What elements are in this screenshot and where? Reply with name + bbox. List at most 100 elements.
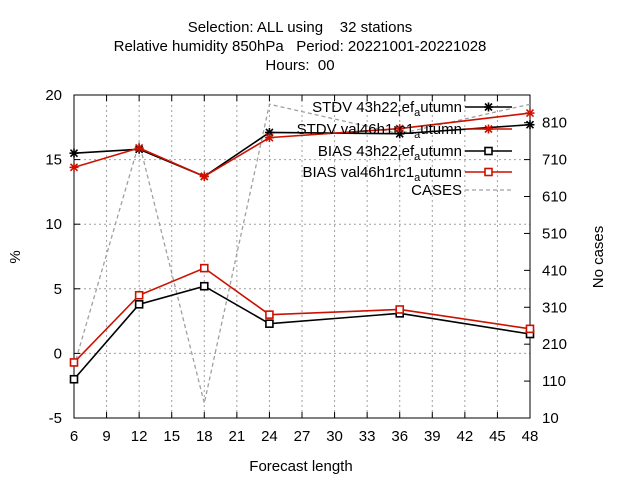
x-tick-label: 33 bbox=[359, 428, 376, 445]
data-point bbox=[199, 263, 209, 273]
data-point bbox=[69, 148, 79, 158]
y-tick-label: -5 bbox=[49, 410, 62, 427]
marker-stroke bbox=[69, 149, 79, 158]
legend-subscript: a bbox=[414, 151, 421, 163]
data-point bbox=[525, 120, 535, 130]
data-point bbox=[395, 124, 405, 134]
legend-subscript: a bbox=[414, 172, 421, 184]
y2-tick-label: 710 bbox=[542, 152, 567, 169]
legend-text-part: CASES bbox=[411, 182, 462, 199]
data-point bbox=[395, 305, 405, 314]
y2-tick-label: 810 bbox=[542, 115, 567, 132]
legend-subscript: r bbox=[398, 151, 402, 163]
legend-swatch-marker bbox=[484, 124, 493, 134]
data-point bbox=[69, 374, 79, 384]
data-point bbox=[134, 300, 144, 309]
legend-entry-3: BIAS val46h1rc1autumn bbox=[302, 164, 512, 184]
marker-stroke bbox=[525, 120, 535, 129]
legend-swatch-marker bbox=[484, 167, 493, 177]
data-point bbox=[134, 143, 144, 153]
x-tick-label: 24 bbox=[261, 428, 278, 445]
series-4 bbox=[73, 103, 531, 404]
series-line bbox=[73, 103, 531, 404]
legend-label: BIAS 43h22refautumn bbox=[318, 143, 462, 163]
plot-frame bbox=[73, 94, 531, 419]
legend-subscript: r bbox=[398, 107, 402, 119]
y-tick-label: 10 bbox=[45, 216, 62, 233]
y2-tick-label: 10 bbox=[542, 410, 559, 427]
y-tick-label: 5 bbox=[54, 281, 62, 298]
legend-entry-1: STDV val46h1rc1autumn bbox=[297, 121, 512, 141]
grid bbox=[74, 95, 530, 418]
y2-tick-label: 410 bbox=[542, 262, 567, 279]
marker-stroke bbox=[135, 143, 144, 153]
title-line-2: Relative humidity 850hPa Period: 2022100… bbox=[114, 38, 487, 55]
marker-stroke bbox=[395, 124, 404, 133]
data-point bbox=[265, 310, 274, 319]
y2-tick-label: 210 bbox=[542, 336, 567, 353]
data-point bbox=[199, 281, 209, 291]
title-line-1: Selection: ALL using 32 stations bbox=[188, 19, 413, 36]
x-tick-label: 6 bbox=[70, 428, 78, 445]
legend-text-part: utumn bbox=[420, 164, 462, 181]
series-line bbox=[73, 112, 531, 178]
legend-text-part: STDV val46h1rc1 bbox=[297, 121, 415, 138]
series-line bbox=[73, 123, 531, 178]
y-tick-label: 20 bbox=[45, 87, 62, 104]
y2-tick-label: 610 bbox=[542, 189, 567, 206]
legend-text-part: BIAS 43h22 bbox=[318, 143, 398, 160]
x-tick-label: 15 bbox=[163, 428, 180, 445]
legend-label: BIAS val46h1rc1autumn bbox=[302, 164, 462, 184]
legend-entry-4: CASES bbox=[411, 182, 512, 199]
data-point bbox=[134, 290, 144, 300]
x-tick-label: 48 bbox=[522, 428, 539, 445]
legend-text-part: ef bbox=[402, 99, 415, 116]
legend-swatch-marker bbox=[484, 102, 493, 112]
legend-entry-0: STDV 43h22refautumn bbox=[312, 99, 512, 119]
legend-text-part: utumn bbox=[420, 99, 462, 116]
chart-title: Selection: ALL using 32 stations Relativ… bbox=[114, 19, 487, 74]
y2-tick-label: 510 bbox=[542, 225, 567, 242]
marker-stroke bbox=[484, 102, 493, 112]
legend-label: STDV 43h22refautumn bbox=[312, 99, 462, 119]
data-point bbox=[199, 171, 209, 181]
marker-stroke bbox=[265, 133, 274, 142]
legend-text-part: BIAS val46h1rc1 bbox=[302, 164, 414, 181]
x-tick-label: 45 bbox=[489, 428, 506, 445]
marker-stroke bbox=[484, 124, 493, 134]
legend-label: STDV val46h1rc1autumn bbox=[297, 121, 462, 141]
x-tick-label: 27 bbox=[294, 428, 311, 445]
legend-swatch-marker bbox=[484, 146, 493, 156]
x-tick-label: 21 bbox=[229, 428, 246, 445]
x-tick-label: 9 bbox=[102, 428, 110, 445]
legend-label: CASES bbox=[411, 182, 462, 199]
marker-stroke bbox=[525, 109, 535, 118]
legend-entry-2: BIAS 43h22refautumn bbox=[318, 143, 512, 163]
legend-text-part: utumn bbox=[420, 143, 462, 160]
axes: 6 9 12 15 18 21 24 27 30 33 36 39 42 45 48-50510152010… bbox=[45, 87, 567, 445]
series bbox=[69, 103, 535, 404]
data-point bbox=[525, 108, 535, 118]
legend-text-part: ef bbox=[402, 143, 415, 160]
x-axis-label: Forecast length bbox=[249, 458, 352, 475]
series-1 bbox=[69, 108, 535, 181]
y2-tick-label: 310 bbox=[542, 299, 567, 316]
series-line bbox=[73, 267, 531, 364]
x-tick-label: 36 bbox=[391, 428, 408, 445]
x-tick-label: 18 bbox=[196, 428, 213, 445]
series-2 bbox=[69, 281, 535, 384]
data-point bbox=[69, 162, 79, 172]
series-line bbox=[73, 285, 531, 380]
x-tick-label: 39 bbox=[424, 428, 441, 445]
y-axis-label: % bbox=[7, 250, 24, 263]
data-point bbox=[264, 133, 274, 143]
y-tick-label: 15 bbox=[45, 152, 62, 169]
x-tick-label: 42 bbox=[457, 428, 474, 445]
legend-text-part: STDV 43h22 bbox=[312, 99, 398, 116]
marker-stroke bbox=[69, 163, 79, 172]
y2-axis-label: No cases bbox=[590, 226, 607, 289]
marker-stroke bbox=[200, 172, 209, 181]
legend-text-part: utumn bbox=[420, 121, 462, 138]
legend-subscript: a bbox=[414, 107, 421, 119]
